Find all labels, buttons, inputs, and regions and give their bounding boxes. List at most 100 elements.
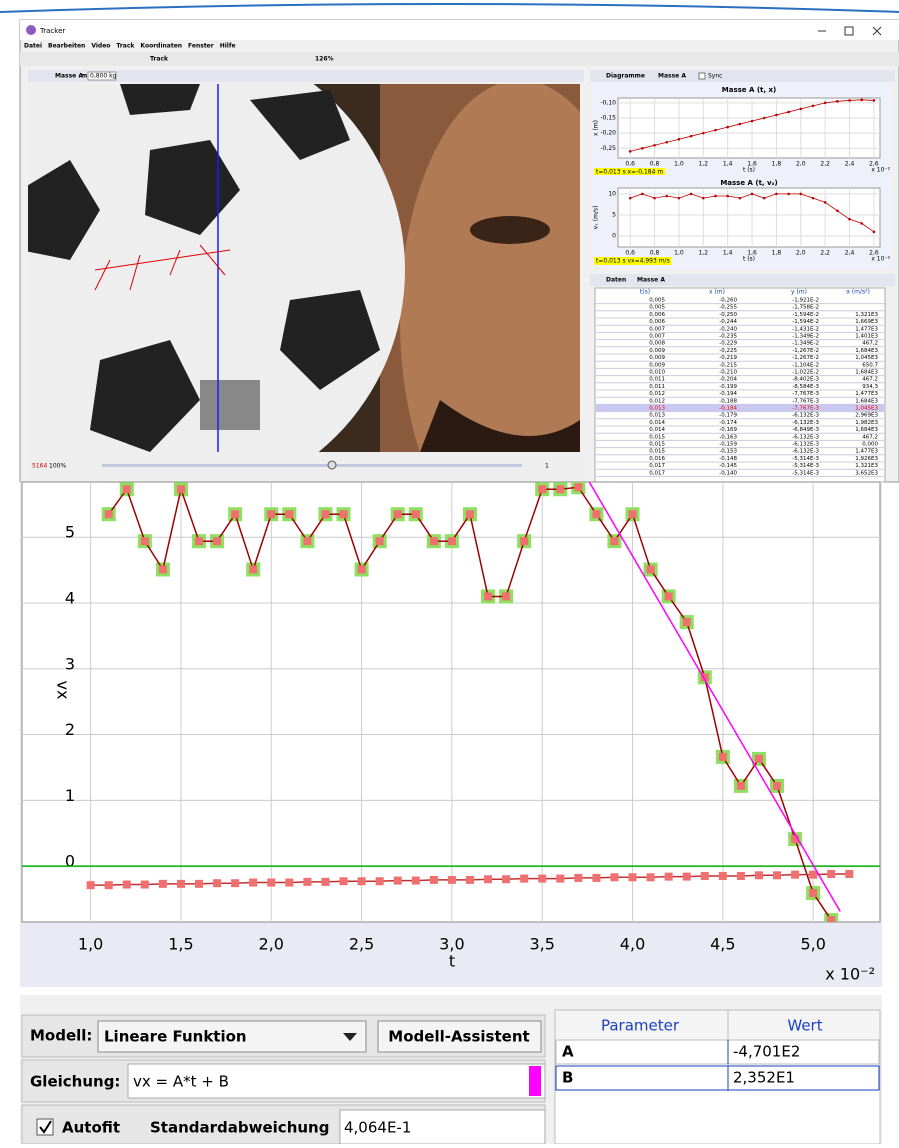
player-slider[interactable] [102, 464, 522, 467]
plots-track[interactable]: Masse A [658, 73, 686, 80]
data-point [690, 135, 693, 138]
data-marker [556, 875, 564, 883]
table-cell: -1,921E-2 [792, 298, 819, 304]
data-marker [105, 881, 113, 889]
table-cell: -0,210 [719, 370, 737, 376]
data-marker [141, 537, 149, 545]
data-marker [466, 510, 474, 518]
table-cell: -0,225 [719, 348, 737, 354]
plots-menu[interactable]: Diagramme [606, 73, 645, 80]
model-name[interactable]: Lineare Funktion [104, 1028, 247, 1046]
data-track[interactable]: Masse A [637, 277, 665, 284]
menu-item[interactable]: Bearbeiten [48, 43, 85, 50]
data-marker [556, 485, 564, 493]
menu-item[interactable]: Hilfe [220, 43, 236, 50]
data-marker [647, 873, 655, 881]
table-cell: 0,013 [649, 413, 665, 419]
table-cell: 0,014 [649, 427, 665, 433]
data-point [641, 147, 644, 150]
data-marker [358, 877, 366, 885]
data-point [751, 193, 754, 196]
data-marker [376, 877, 384, 885]
sync-label[interactable]: Sync [708, 73, 722, 80]
data-point [824, 201, 827, 204]
table-cell: 0,006 [649, 319, 665, 325]
data-marker [610, 873, 618, 881]
sync-checkbox[interactable] [699, 73, 705, 79]
data-marker [303, 878, 311, 886]
table-cell: 0,011 [649, 384, 665, 390]
table-cell: 1,401E3 [855, 334, 878, 340]
fit-color[interactable] [529, 1066, 541, 1096]
slider-thumb[interactable] [328, 461, 336, 469]
x-tick-label: 1,0 [674, 250, 684, 257]
screen: Tracker Track 126% Masse A m 0,800 kg 51… [0, 0, 899, 1144]
data-point [848, 99, 851, 102]
table-cell: -6,132E-3 [792, 442, 819, 448]
data-point [787, 111, 790, 114]
data-marker [592, 874, 600, 882]
data-marker [141, 881, 149, 889]
video-zoom[interactable]: 100% [49, 463, 66, 470]
table-cell: -0,148 [719, 456, 737, 462]
data-point [812, 105, 815, 108]
mini-plot-title: Masse A (t, x) [722, 86, 776, 94]
table-cell: 0,017 [649, 463, 665, 469]
table-cell: 1,477E3 [855, 326, 878, 332]
data-menu[interactable]: Daten [606, 277, 626, 284]
menu-item[interactable]: Track [116, 43, 135, 50]
step-size[interactable]: 1 [545, 463, 549, 470]
table-cell: -0,244 [719, 319, 737, 325]
table-cell: 1,684E3 [855, 427, 878, 433]
mass-value[interactable]: 0,800 kg [90, 73, 117, 80]
menu-item[interactable]: Fenster [188, 43, 214, 50]
data-point [836, 100, 839, 103]
data-marker [267, 510, 275, 518]
column-header: y (m) [791, 289, 807, 296]
data-point [860, 222, 863, 225]
data-marker [701, 872, 709, 880]
table-cell: -0,240 [719, 326, 737, 332]
data-marker [267, 879, 275, 887]
table-cell: -0,145 [719, 463, 737, 469]
y-tick-label: 0 [65, 852, 75, 871]
parameter-value[interactable]: 2,352E1 [733, 1069, 795, 1087]
table-cell: -0,235 [719, 334, 737, 340]
table-cell: -5,314E-3 [792, 463, 819, 469]
data-marker [683, 618, 691, 626]
x-axis-label: t [449, 952, 455, 971]
table-cell: -6,132E-3 [792, 449, 819, 455]
x-tick-label: 1,5 [168, 935, 193, 954]
data-marker [123, 881, 131, 889]
assistant-label[interactable]: Modell-Assistent [388, 1028, 529, 1046]
table-cell: 467,2 [862, 377, 878, 383]
x-tick-label: 1,2 [699, 161, 709, 168]
data-point [860, 99, 863, 102]
menu-item[interactable]: Koordinaten [140, 43, 182, 50]
data-marker [719, 753, 727, 761]
table-cell: 467,2 [862, 434, 878, 440]
table-cell: -1,267E-2 [792, 355, 819, 361]
table-cell: -1,104E-2 [792, 362, 819, 368]
table-cell: -0,153 [719, 449, 737, 455]
data-point [873, 99, 876, 102]
menu-item[interactable]: Video [91, 43, 110, 50]
mini-plot-area [618, 188, 880, 247]
equation[interactable]: vx = A*t + B [133, 1073, 229, 1091]
toolbar-zoom[interactable]: 126% [315, 56, 334, 63]
data-marker [520, 875, 528, 883]
toolbar-track[interactable]: Track [150, 56, 169, 63]
menu-item[interactable]: Datei [24, 43, 42, 50]
table-cell: -1,022E-2 [792, 370, 819, 376]
table-cell: -1,758E-2 [792, 305, 819, 311]
data-point [799, 193, 802, 196]
frame-number[interactable]: 5164 [32, 463, 47, 470]
autofit-label[interactable]: Autofit [62, 1119, 120, 1137]
parameter-row [556, 1066, 879, 1090]
table-cell: 0,014 [649, 420, 665, 426]
y-tick-label: -0,10 [600, 99, 616, 106]
parameter-value[interactable]: -4,701E2 [733, 1043, 800, 1061]
track-name[interactable]: Masse A [55, 73, 83, 80]
table-cell: -0,215 [719, 362, 737, 368]
data-marker [195, 880, 203, 888]
